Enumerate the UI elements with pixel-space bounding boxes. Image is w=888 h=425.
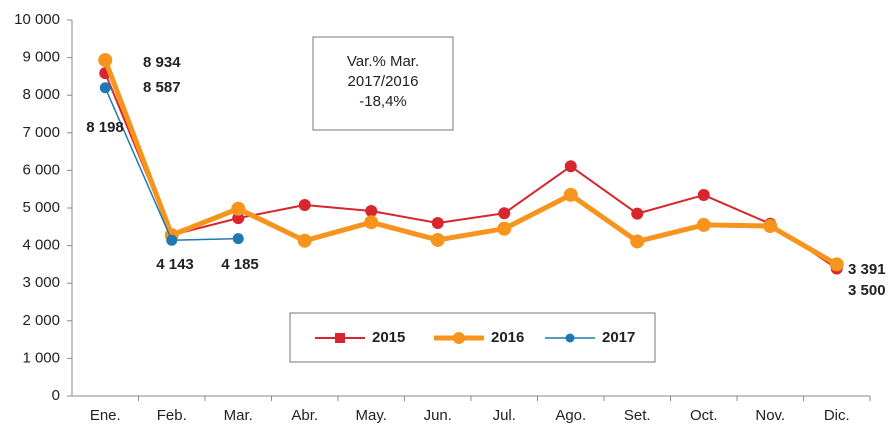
y-tick-label: 10 000 <box>14 11 60 28</box>
legend-label: 2015 <box>372 329 405 346</box>
x-tick-label: Dic. <box>824 407 850 424</box>
y-tick-label: 2 000 <box>22 312 60 329</box>
legend-marker <box>453 332 465 344</box>
point <box>298 198 311 211</box>
x-tick-label: Oct. <box>690 407 718 424</box>
x-tick-label: Nov. <box>755 407 785 424</box>
value-label: 8 587 <box>143 79 181 96</box>
point <box>297 233 312 248</box>
point <box>696 217 711 232</box>
annotation-line: -18,4% <box>359 93 407 110</box>
point <box>697 189 710 202</box>
x-tick-label: Jun. <box>424 407 452 424</box>
x-tick-label: Jul. <box>493 407 516 424</box>
annotation-box <box>312 36 454 131</box>
annotation-line: Var.% Mar. <box>347 53 419 70</box>
y-tick-label: 9 000 <box>22 49 60 66</box>
value-label: 3 500 <box>848 282 886 299</box>
x-tick-label: Ago. <box>555 407 586 424</box>
point <box>829 257 844 272</box>
legend-marker <box>565 333 575 343</box>
y-tick-label: 7 000 <box>22 124 60 141</box>
series-line <box>102 59 838 267</box>
point <box>365 205 378 218</box>
y-tick-label: 8 000 <box>22 86 60 103</box>
x-tick-label: Abr. <box>291 407 318 424</box>
value-label: 4 143 <box>156 256 194 273</box>
value-label: 8 198 <box>86 119 124 136</box>
y-tick-label: 6 000 <box>22 161 60 178</box>
x-tick-label: Set. <box>624 407 651 424</box>
point <box>763 219 778 234</box>
legend-label: 2017 <box>602 329 635 346</box>
point <box>99 82 111 94</box>
legend-marker <box>335 333 345 343</box>
point <box>98 53 113 68</box>
point <box>431 217 444 230</box>
point <box>232 233 244 245</box>
point <box>231 201 246 216</box>
point <box>631 207 644 220</box>
point <box>564 160 577 173</box>
point <box>166 234 178 246</box>
x-tick-label: May. <box>356 407 387 424</box>
legend-label: 2016 <box>491 329 524 346</box>
x-tick-label: Ene. <box>90 407 121 424</box>
point <box>630 234 645 249</box>
point <box>364 215 379 230</box>
x-tick-label: Feb. <box>157 407 187 424</box>
value-label: 3 391 <box>848 261 886 278</box>
point <box>232 212 245 225</box>
value-label: 8 934 <box>143 54 181 71</box>
point <box>497 221 512 236</box>
y-tick-label: 1 000 <box>22 349 60 366</box>
y-tick-label: 3 000 <box>22 274 60 291</box>
annotation-line: 2017/2016 <box>348 73 419 90</box>
value-label: 4 185 <box>221 256 259 273</box>
point <box>498 207 511 220</box>
x-tick-label: Mar. <box>224 407 253 424</box>
y-tick-label: 5 000 <box>22 199 60 216</box>
point <box>430 232 445 247</box>
series-line <box>104 72 838 270</box>
point <box>563 187 578 202</box>
y-tick-label: 4 000 <box>22 237 60 254</box>
y-tick-label: 0 <box>52 387 60 404</box>
